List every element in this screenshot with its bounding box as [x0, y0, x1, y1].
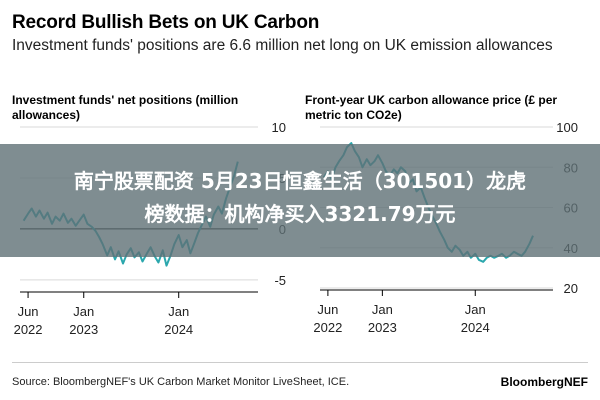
- right-chart-title: Front-year UK carbon allowance price (£ …: [305, 93, 558, 122]
- left-x-tick-label-year: 2022: [14, 322, 43, 337]
- overlay-headline[interactable]: 南宁股票配资 5月23日恒鑫生活（301501）龙虎 榜数据：机构净买入3321…: [10, 165, 590, 231]
- left-x-tick-label-year: 2024: [164, 322, 193, 337]
- left-chart-title: Investment funds' net positions (million…: [12, 93, 239, 122]
- chart-subtitle: Investment funds' positions are 6.6 mill…: [12, 37, 553, 54]
- right-x-tick-label-year: 2024: [461, 320, 490, 335]
- overlay-banner: [0, 144, 600, 257]
- left-y-tick-label: 10: [272, 120, 286, 135]
- source-note: Source: BloombergNEF's UK Carbon Market …: [12, 376, 350, 388]
- right-x-tick-label-year: 2023: [368, 320, 397, 335]
- overlay-line-2[interactable]: 榜数据：机构净买入3321.79万元: [144, 202, 456, 226]
- right-y-tick-label: 100: [556, 120, 578, 135]
- left-x-tick-label-year: 2023: [69, 322, 98, 337]
- left-x-tick-label-month: Jan: [73, 304, 94, 319]
- right-y-tick-label: 20: [564, 281, 578, 296]
- chart-main-title: Record Bullish Bets on UK Carbon: [12, 12, 320, 33]
- right-x-tick-label-month: Jan: [465, 302, 486, 317]
- brand-logo-text: BloombergNEF: [500, 375, 588, 389]
- left-y-tick-label: -5: [274, 273, 286, 288]
- footer-divider: [12, 362, 588, 363]
- left-x-tick-label-month: Jan: [168, 304, 189, 319]
- right-x-tick-label-month: Jun: [317, 302, 338, 317]
- left-x-tick-label-month: Jun: [18, 304, 39, 319]
- overlay-line-1[interactable]: 南宁股票配资 5月23日恒鑫生活（301501）龙虎: [73, 169, 527, 193]
- right-x-tick-label-year: 2022: [313, 320, 342, 335]
- right-x-tick-label-month: Jan: [372, 302, 393, 317]
